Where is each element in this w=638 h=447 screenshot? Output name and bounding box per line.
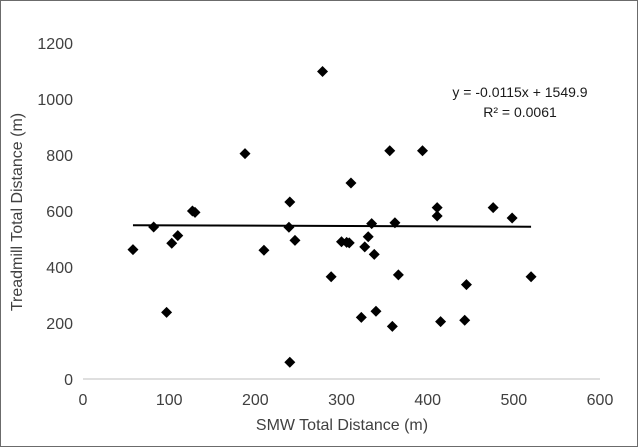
y-tick-label: 400 (46, 260, 73, 277)
data-point (431, 210, 443, 222)
data-point (283, 221, 295, 233)
data-point (368, 248, 380, 260)
y-tick-label: 1200 (37, 36, 73, 53)
trendline-equation: y = -0.0115x + 1549.9 (452, 84, 587, 100)
data-point (392, 269, 404, 281)
data-point (355, 311, 367, 323)
data-point (435, 316, 447, 328)
data-point (386, 320, 398, 332)
data-points (127, 66, 537, 368)
data-point (460, 279, 472, 291)
data-point (258, 244, 270, 256)
data-point (359, 241, 371, 253)
data-point (366, 218, 378, 230)
x-tick-label: 600 (587, 392, 614, 409)
data-point (166, 237, 178, 249)
y-tick-label: 800 (46, 148, 73, 165)
data-point (172, 230, 184, 242)
data-point (487, 202, 499, 214)
data-point (317, 66, 329, 78)
y-tick-label: 200 (46, 316, 73, 333)
x-tick-label: 400 (414, 392, 441, 409)
trendline (132, 224, 532, 228)
data-point (370, 305, 382, 317)
data-point (389, 217, 401, 229)
x-tick-label: 200 (242, 392, 269, 409)
x-axis-title: SMW Total Distance (m) (256, 417, 428, 434)
y-axis-ticks: 0 200 400 600 800 1000 1200 (37, 36, 73, 389)
data-point (148, 221, 160, 233)
x-tick-label: 100 (156, 392, 183, 409)
r-squared-label: R² = 0.0061 (483, 104, 557, 120)
data-point (525, 271, 537, 283)
y-tick-label: 600 (46, 204, 73, 221)
data-point (431, 202, 443, 214)
data-point (416, 145, 428, 157)
data-point (127, 244, 139, 256)
data-point (284, 356, 296, 368)
data-point (289, 234, 301, 246)
data-point (161, 306, 173, 318)
data-point (239, 148, 251, 160)
data-point (325, 271, 337, 283)
data-point (189, 206, 201, 218)
x-tick-label: 500 (500, 392, 527, 409)
data-point (506, 212, 518, 224)
y-axis-title: Treadmill Total Distance (m) (9, 113, 26, 311)
data-point (284, 196, 296, 208)
data-point (362, 231, 374, 243)
data-point (345, 177, 357, 189)
x-axis-ticks: 0 100 200 300 400 500 600 (79, 392, 614, 409)
y-tick-label: 0 (64, 372, 73, 389)
data-point (384, 145, 396, 157)
data-point (459, 314, 471, 326)
x-tick-label: 300 (328, 392, 355, 409)
x-tick-label: 0 (79, 392, 88, 409)
data-point (343, 237, 355, 249)
y-tick-label: 1000 (37, 92, 73, 109)
